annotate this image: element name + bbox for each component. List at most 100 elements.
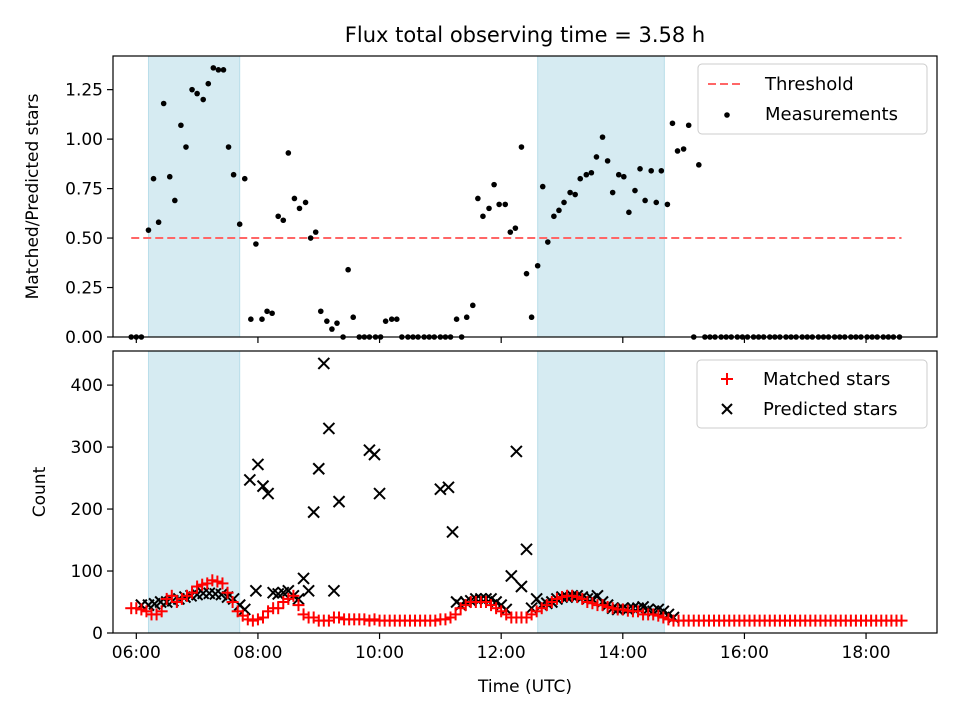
- measurement-point-64: [475, 195, 481, 202]
- matched-point-12: [186, 586, 199, 599]
- bottom-ytick-label-3: 300: [71, 438, 103, 458]
- bottom-xtick-label-1: 08:00: [233, 643, 282, 663]
- measurement-point-24: [259, 316, 265, 322]
- measurement-point-80: [561, 199, 567, 206]
- top-ytick-label-5: 1.25: [65, 81, 103, 101]
- matched-point-62: [439, 613, 452, 626]
- top-legend: Threshold Measurements: [697, 63, 928, 135]
- bottom-xtick-label-2: 10:00: [355, 643, 404, 663]
- matched-point-26: [257, 611, 270, 624]
- predicted-point-31: [307, 505, 320, 519]
- matched-point-32: [287, 589, 300, 602]
- matched-point-94: [601, 600, 614, 613]
- measurement-point-31: [296, 205, 303, 212]
- measurement-point-47: [382, 318, 389, 324]
- predicted-point-35: [327, 584, 341, 598]
- matched-point-18: [216, 577, 229, 590]
- measurement-point-84: [583, 171, 590, 178]
- measurements-legend-swatch: [724, 112, 730, 118]
- matched-point-105: [657, 611, 670, 624]
- measurement-point-105: [696, 162, 702, 168]
- measurement-point-34: [312, 229, 319, 235]
- measurement-point-89: [609, 189, 616, 196]
- matched-point-25: [251, 613, 264, 626]
- top-ytick-label-4: 1.00: [65, 130, 103, 150]
- matched-point-23: [241, 613, 254, 626]
- matched-point-19: [221, 586, 234, 599]
- bottom-xtick-label-5: 16:00: [720, 643, 769, 663]
- measurement-point-65: [480, 213, 486, 220]
- measurement-point-5: [155, 219, 162, 226]
- measurement-point-74: [528, 314, 535, 321]
- measurement-point-99: [664, 201, 671, 208]
- predicted-legend-label: Predicted stars: [763, 399, 897, 420]
- measurement-point-25: [264, 308, 270, 315]
- measurement-point-91: [621, 173, 627, 180]
- measurement-point-19: [230, 171, 237, 178]
- measurement-point-82: [572, 191, 578, 198]
- measurement-point-41: [350, 314, 357, 321]
- measurement-point-87: [599, 134, 606, 140]
- matched-point-17: [211, 575, 224, 588]
- matched-point-91: [586, 597, 599, 610]
- measurement-point-4: [150, 175, 157, 182]
- measurement-point-62: [463, 314, 470, 321]
- bottom-xtick-label-0: 06:00: [112, 643, 161, 663]
- measurement-point-38: [334, 320, 340, 326]
- predicted-point-38: [368, 448, 381, 461]
- measurement-point-13: [200, 96, 207, 103]
- measurement-point-17: [220, 67, 227, 73]
- bottom-ytick-label-4: 400: [71, 376, 103, 396]
- measurement-point-100: [669, 120, 676, 127]
- measurement-point-77: [545, 239, 551, 245]
- predicted-point-54: [505, 569, 518, 583]
- bottom-legend-box: [696, 359, 928, 429]
- measurement-point-78: [551, 213, 557, 220]
- matched-point-106: [662, 613, 675, 626]
- top-shaded-span-0: [147, 55, 241, 338]
- predicted-point-56: [515, 580, 528, 593]
- measurement-point-92: [626, 209, 632, 216]
- predicted-point-29: [297, 572, 310, 585]
- bottom-y-axis-label: Count: [30, 466, 50, 517]
- measurement-point-70: [507, 229, 514, 235]
- measurement-point-21: [241, 175, 248, 182]
- top-panel: 0.00 0.25 0.50 0.75 1.00 1.25 Matched/Predict…: [23, 55, 938, 348]
- top-y-axis-label: Matched/Predicted stars: [23, 93, 43, 299]
- measurement-point-97: [653, 199, 660, 206]
- measurement-point-11: [189, 86, 195, 93]
- measurement-point-27: [275, 213, 282, 220]
- measurement-point-6: [160, 100, 167, 107]
- measurement-point-23: [253, 241, 259, 247]
- measurement-point-67: [491, 181, 497, 188]
- matched-point-8: [165, 589, 178, 602]
- measurement-point-93: [632, 187, 638, 194]
- matched-point-85: [555, 591, 568, 604]
- measurement-point-22: [248, 316, 254, 322]
- measurement-point-7: [166, 173, 173, 180]
- top-legend-box: [697, 63, 928, 135]
- measurement-point-16: [215, 67, 222, 73]
- measurement-point-49: [393, 316, 400, 322]
- measurement-point-95: [642, 197, 648, 204]
- predicted-point-34: [322, 422, 336, 435]
- predicted-point-42: [446, 525, 459, 539]
- matched-point-24: [246, 614, 259, 627]
- measurement-point-88: [604, 158, 611, 164]
- measurement-point-48: [388, 316, 395, 322]
- measurement-point-63: [470, 302, 476, 309]
- matched-point-48: [368, 613, 381, 626]
- matched-point-16: [206, 574, 219, 587]
- measurement-point-72: [518, 144, 525, 150]
- matched-point-88: [571, 591, 584, 604]
- bottom-shaded-span-1: [537, 350, 665, 634]
- bottom-legend: Matched stars Predicted stars: [696, 359, 928, 429]
- predicted-legend-swatch: [721, 403, 733, 415]
- measurement-point-94: [637, 165, 643, 172]
- matched-legend-label: Matched stars: [763, 369, 890, 390]
- matched-point-93: [596, 599, 609, 612]
- measurement-point-66: [486, 205, 492, 212]
- bottom-xtick-label-3: 12:00: [477, 643, 526, 663]
- threshold-legend-label: Threshold: [764, 74, 854, 95]
